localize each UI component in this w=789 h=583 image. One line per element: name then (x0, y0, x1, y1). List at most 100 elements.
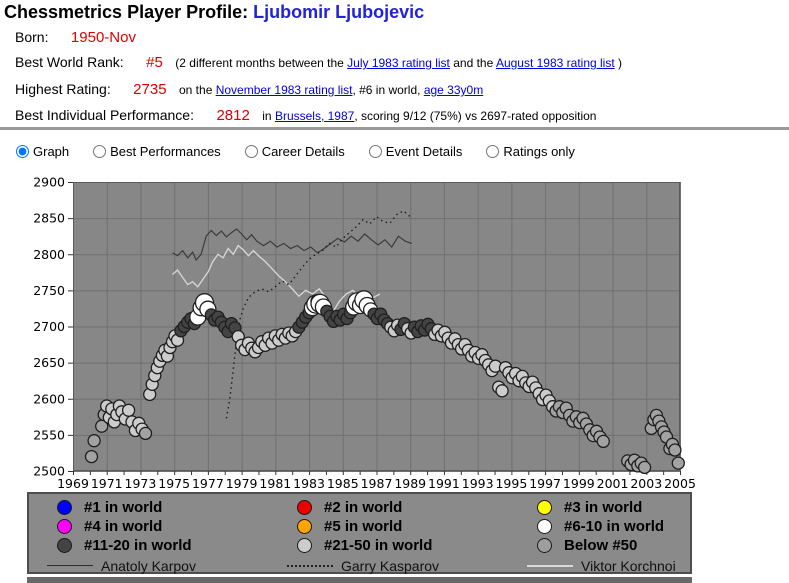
rank-detail-text: (2 different months between the (175, 56, 348, 70)
best-world-rank-value: #5 (146, 54, 163, 71)
legend-rank-label: #4 in world (84, 518, 163, 535)
fact-highest-rating: Highest Rating: 2735 on the November 198… (15, 79, 483, 100)
player-name: Ljubomir Ljubojevic (253, 2, 425, 22)
rating-history-chart: 1969 1971 1973 1975 1977 1979 1981 1983 1985 1987… (33, 175, 696, 491)
legend-rank-label: #2 in world (324, 499, 403, 516)
chart-legend: #1 in world #2 in world #3 in world #4 in w… (27, 492, 692, 574)
best-performance-value: 2812 (216, 107, 250, 124)
svg-text:2650: 2650 (33, 355, 65, 370)
tab-best-performances-radio[interactable] (93, 145, 107, 158)
perf-detail-post: , scoring 9/12 (75%) vs 2697-rated oppos… (354, 109, 597, 123)
legend-rank-items: #1 in world #2 in world #3 in world #4 in w… (45, 498, 690, 555)
rating-detail-mid: , #6 in world, (352, 83, 424, 97)
legend-player-label: Anatoly Karpov (101, 557, 196, 574)
svg-text:1989: 1989 (394, 476, 426, 490)
svg-text:1983: 1983 (293, 476, 325, 490)
svg-text:2800: 2800 (33, 247, 65, 262)
august-1983-rating-list-link[interactable]: August 1983 rating list (495, 56, 615, 70)
tab-graph-radio[interactable] (16, 145, 29, 158)
legend-item: #6-10 in world (525, 517, 690, 536)
legend-rank-dot-icon (297, 500, 312, 515)
rating-points (84, 290, 685, 475)
highest-rating-value: 2735 (133, 81, 167, 98)
brussels-1987-link[interactable]: Brussels, 1987 (274, 109, 355, 123)
november-1983-rating-list-link[interactable]: November 1983 rating list (215, 83, 353, 97)
svg-text:1997: 1997 (529, 476, 561, 490)
legend-rank-dot-icon (537, 538, 552, 553)
tab-ratings-only[interactable]: Ratings only (486, 144, 575, 159)
highest-rating-label: Highest Rating: (15, 81, 111, 97)
legend-rank-label: #1 in world (84, 499, 163, 516)
kasparov-line (225, 210, 411, 419)
best-world-rank-detail: (2 different months between the July 198… (175, 56, 622, 70)
legend-item: #3 in world (525, 498, 690, 517)
tab-career-details-radio[interactable] (244, 145, 258, 158)
rank-detail-mid: and the (449, 56, 496, 70)
rating-point (671, 456, 685, 470)
tab-career-details[interactable]: Career Details (244, 144, 345, 159)
svg-text:1979: 1979 (226, 476, 258, 490)
svg-text:2001: 2001 (597, 476, 629, 490)
svg-text:1971: 1971 (91, 476, 123, 490)
tab-event-details-radio[interactable] (368, 145, 382, 158)
legend-rank-label: #5 in world (324, 518, 403, 535)
age-link[interactable]: age 33y0m (423, 83, 484, 97)
svg-text:2850: 2850 (33, 211, 65, 226)
axis-ticks (68, 182, 681, 475)
legend-item: #21-50 in world (285, 536, 525, 555)
july-1983-rating-list-link[interactable]: July 1983 rating list (347, 56, 450, 70)
tab-event-details-label: Event Details (385, 144, 463, 159)
x-axis-labels: 1969 1971 1973 1975 1977 1979 1981 1983 1985 1987… (57, 476, 696, 490)
legend-player-item: Anatoly Karpov (45, 556, 285, 575)
legend-item: #2 in world (285, 498, 525, 517)
page-title: Chessmetrics Player Profile: Ljubomir Lj… (4, 2, 424, 23)
page-title-prefix: Chessmetrics Player Profile: (4, 2, 254, 22)
best-world-rank-label: Best World Rank: (15, 54, 124, 70)
svg-text:1969: 1969 (57, 476, 89, 490)
svg-text:1991: 1991 (428, 476, 460, 490)
legend-rank-dot-icon (297, 538, 312, 553)
svg-text:1995: 1995 (495, 476, 527, 490)
tab-best-performances-label: Best Performances (110, 144, 221, 159)
svg-text:1993: 1993 (462, 476, 494, 490)
tab-graph[interactable]: Graph (16, 144, 69, 159)
svg-text:1981: 1981 (259, 476, 291, 490)
legend-player-label: Viktor Korchnoi (581, 557, 676, 574)
tab-best-performances[interactable]: Best Performances (93, 144, 221, 159)
perf-detail-pre: in (262, 109, 275, 123)
bottom-strip (27, 577, 692, 583)
legend-line-sample-icon (47, 565, 93, 566)
legend-player-item: Garry Kasparov (285, 556, 525, 575)
legend-rank-dot-icon (297, 519, 312, 534)
legend-line-sample-icon (287, 564, 333, 567)
legend-item: #1 in world (45, 498, 285, 517)
rating-point (495, 384, 509, 398)
rating-detail-pre: on the (179, 83, 216, 97)
tab-graph-label: Graph (33, 144, 70, 159)
legend-rank-label: #11-20 in world (84, 537, 192, 554)
legend-player-lines: Anatoly Karpov Garry Kasparov Viktor Korch… (45, 556, 690, 575)
plot-border (73, 182, 680, 471)
section-divider (0, 127, 789, 130)
born-value: 1950-Nov (70, 29, 136, 46)
legend-item: #11-20 in world (45, 536, 285, 555)
best-performance-detail: in Brussels, 1987, scoring 9/12 (75%) vs… (262, 109, 596, 123)
legend-rank-dot-icon (57, 500, 72, 515)
svg-text:2700: 2700 (33, 319, 65, 334)
tab-career-details-label: Career Details (261, 144, 345, 159)
svg-text:2600: 2600 (33, 391, 65, 406)
legend-rank-dot-icon (537, 519, 552, 534)
svg-text:2005: 2005 (664, 476, 696, 490)
rating-point (637, 460, 652, 475)
legend-rank-dot-icon (537, 500, 552, 515)
tab-event-details[interactable]: Event Details (368, 144, 463, 159)
legend-rank-label: #6-10 in world (564, 518, 665, 535)
legend-line-sample-icon (527, 564, 573, 567)
highest-rating-detail: on the November 1983 rating list, #6 in … (179, 83, 483, 97)
rating-point (87, 434, 101, 448)
view-radio-group: Graph Best Performances Career Details Even… (16, 144, 599, 159)
tab-ratings-only-radio[interactable] (486, 145, 500, 158)
svg-text:1977: 1977 (192, 476, 224, 490)
svg-text:2003: 2003 (630, 476, 662, 490)
